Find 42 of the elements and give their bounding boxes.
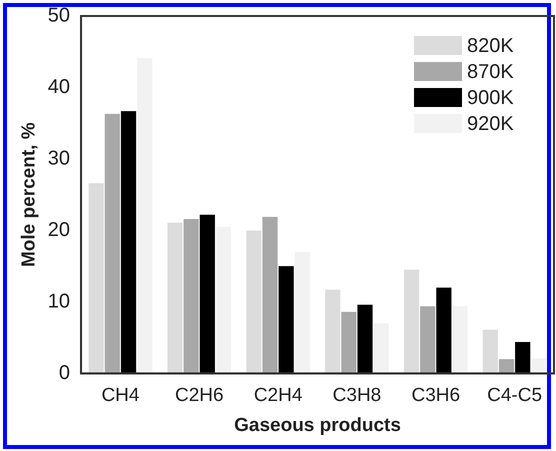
- bar: [341, 312, 356, 374]
- bar: [200, 214, 215, 374]
- bar: [88, 183, 104, 374]
- x-tick-label: C3H8: [332, 385, 382, 406]
- legend-label: 900K: [467, 87, 514, 110]
- y-axis-title: Mole percent, %: [18, 122, 40, 268]
- bar: [216, 226, 232, 374]
- bar: [436, 288, 452, 374]
- x-axis-title: Gaseous products: [234, 414, 401, 436]
- bar: [357, 304, 373, 374]
- bar: [498, 359, 514, 374]
- legend-label: 820K: [467, 35, 514, 58]
- bar: [452, 306, 468, 374]
- bar: [531, 358, 546, 374]
- bar: [278, 266, 294, 374]
- x-tick-label: C3H6: [411, 385, 460, 406]
- bar: [515, 342, 530, 374]
- y-tick-label: 20: [48, 218, 70, 241]
- bar: [482, 330, 498, 374]
- bar: [325, 290, 340, 374]
- bar: [184, 219, 199, 374]
- x-tick-label: CH4: [101, 385, 140, 406]
- bar: [374, 323, 389, 374]
- bar: [420, 306, 436, 374]
- y-tick-label: 40: [48, 76, 70, 98]
- bar: [404, 270, 420, 374]
- legend-label: 920K: [467, 113, 514, 136]
- legend-label: 870K: [467, 61, 514, 84]
- x-tick-label: C2H4: [254, 385, 303, 406]
- y-tick-label: 10: [48, 290, 70, 312]
- bar: [294, 252, 310, 374]
- x-tick-label: C4-C5: [487, 385, 542, 406]
- x-tick-label: C2H6: [174, 385, 224, 406]
- bar: [246, 230, 262, 374]
- bar: [167, 222, 183, 374]
- bar: [120, 111, 136, 374]
- y-tick-label: 50: [48, 4, 70, 27]
- bar: [137, 58, 152, 374]
- bar: [262, 216, 278, 374]
- y-tick-label: 30: [48, 147, 70, 170]
- y-tick-label: 0: [58, 362, 70, 384]
- bar: [104, 114, 120, 374]
